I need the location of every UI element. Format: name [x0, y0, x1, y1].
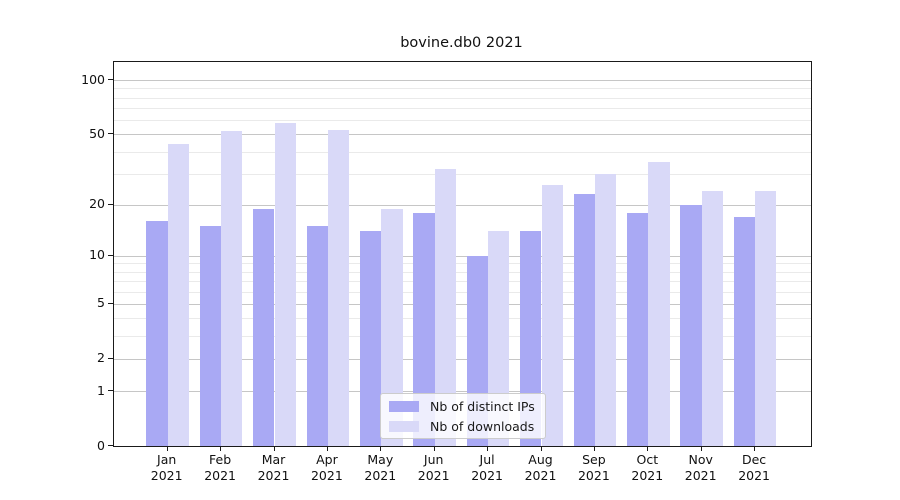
legend-label-distinct-ips: Nb of distinct IPs	[430, 398, 535, 414]
y-tick-mark	[108, 254, 113, 256]
bar-distinct-ips-aug	[520, 231, 542, 446]
plot-area: Nb of distinct IPs Nb of downloads	[113, 61, 812, 447]
bar-downloads-aug	[541, 184, 563, 446]
x-tick-label-dec: Dec 2021	[738, 452, 770, 483]
x-tick-label-jul: Jul 2021	[471, 452, 503, 483]
bar-downloads-apr	[327, 129, 350, 446]
y-tick-mark	[108, 79, 113, 81]
y-tick-mark	[108, 357, 113, 359]
x-tick-label-oct: Oct 2021	[631, 452, 664, 483]
x-tick-label-jun: Jun 2021	[417, 452, 450, 483]
x-tick-mark	[647, 446, 649, 451]
gridline-minor	[114, 108, 811, 109]
y-tick-label-1: 1	[97, 382, 105, 398]
x-tick-mark	[700, 446, 702, 451]
y-tick-label-50: 50	[89, 125, 105, 141]
x-tick-mark	[754, 446, 756, 451]
gridline-minor	[114, 151, 811, 153]
x-tick-mark	[220, 446, 222, 451]
bar-downloads-sep	[594, 173, 617, 446]
bar-downloads-jun	[434, 168, 457, 446]
chart-title: bovine.db0 2021	[400, 35, 523, 51]
x-tick-label-mar: Mar 2021	[257, 452, 290, 483]
legend-swatch-distinct-ips	[389, 400, 419, 412]
legend-item-distinct-ips: Nb of distinct IPs	[389, 396, 537, 416]
y-tick-mark	[108, 133, 113, 135]
y-tick-label-100: 100	[81, 71, 105, 87]
y-tick-mark	[108, 445, 113, 446]
gridline-minor	[114, 281, 811, 283]
x-tick-label-nov: Nov 2021	[684, 452, 717, 483]
gridline-major	[114, 134, 811, 136]
y-tick-label-5: 5	[97, 295, 105, 311]
gridline-minor	[114, 291, 811, 293]
bar-distinct-ips-may	[359, 231, 382, 446]
y-tick-mark	[108, 203, 113, 205]
gridline-major	[114, 255, 811, 257]
x-tick-mark	[166, 446, 168, 451]
bar-downloads-nov	[701, 190, 724, 446]
gridline-minor	[114, 263, 811, 265]
x-tick-label-may: May 2021	[364, 452, 397, 483]
bar-downloads-mar	[274, 122, 296, 446]
gridline-minor	[114, 120, 811, 122]
legend: Nb of distinct IPs Nb of downloads	[380, 393, 546, 439]
legend-label-downloads: Nb of downloads	[430, 418, 535, 434]
bar-distinct-ips-nov	[680, 204, 702, 446]
bar-distinct-ips-feb	[199, 226, 222, 446]
gridline-major	[114, 204, 811, 206]
y-tick-label-2: 2	[97, 350, 105, 366]
gridline-minor	[114, 97, 811, 99]
gridline-minor	[114, 88, 811, 90]
bar-downloads-jul	[488, 231, 510, 446]
bar-downloads-oct	[648, 161, 670, 446]
y-tick-label-0: 0	[97, 437, 105, 453]
y-tick-mark	[108, 390, 113, 391]
bar-distinct-ips-mar	[253, 208, 275, 446]
bar-distinct-ips-jan	[146, 221, 168, 446]
x-tick-label-jan: Jan 2021	[150, 452, 183, 483]
bar-downloads-jan	[167, 144, 190, 446]
legend-item-downloads: Nb of downloads	[389, 416, 537, 436]
y-tick-mark	[108, 302, 113, 304]
bar-distinct-ips-dec	[733, 216, 756, 446]
x-tick-mark	[326, 446, 328, 451]
gridline-major	[114, 303, 811, 305]
bar-distinct-ips-apr	[306, 226, 328, 446]
y-tick-label-20: 20	[89, 196, 105, 212]
bar-distinct-ips-oct	[626, 212, 649, 446]
bar-distinct-ips-jun	[413, 212, 435, 446]
x-tick-mark	[380, 446, 382, 451]
gridline-minor	[114, 318, 811, 320]
x-tick-mark	[593, 446, 595, 451]
legend-swatch-downloads	[389, 420, 419, 432]
x-tick-mark	[540, 446, 542, 451]
x-tick-mark	[273, 446, 275, 451]
gridline-minor	[114, 336, 811, 338]
x-tick-mark	[487, 446, 489, 451]
bar-downloads-dec	[755, 190, 777, 446]
x-tick-label-apr: Apr 2021	[310, 452, 343, 483]
bar-downloads-feb	[221, 131, 243, 446]
gridline-major	[114, 80, 811, 82]
bar-downloads-may	[381, 208, 403, 446]
bar-distinct-ips-sep	[573, 194, 595, 446]
gridline-major	[114, 391, 811, 392]
gridline-minor	[114, 173, 811, 175]
y-tick-label-10: 10	[89, 247, 105, 263]
x-tick-label-feb: Feb 2021	[204, 452, 236, 483]
gridline-minor	[114, 271, 811, 273]
gridline-major	[114, 358, 811, 360]
x-tick-label-aug: Aug 2021	[524, 452, 557, 483]
x-tick-mark	[433, 446, 435, 451]
x-tick-label-sep: Sep 2021	[577, 452, 610, 483]
